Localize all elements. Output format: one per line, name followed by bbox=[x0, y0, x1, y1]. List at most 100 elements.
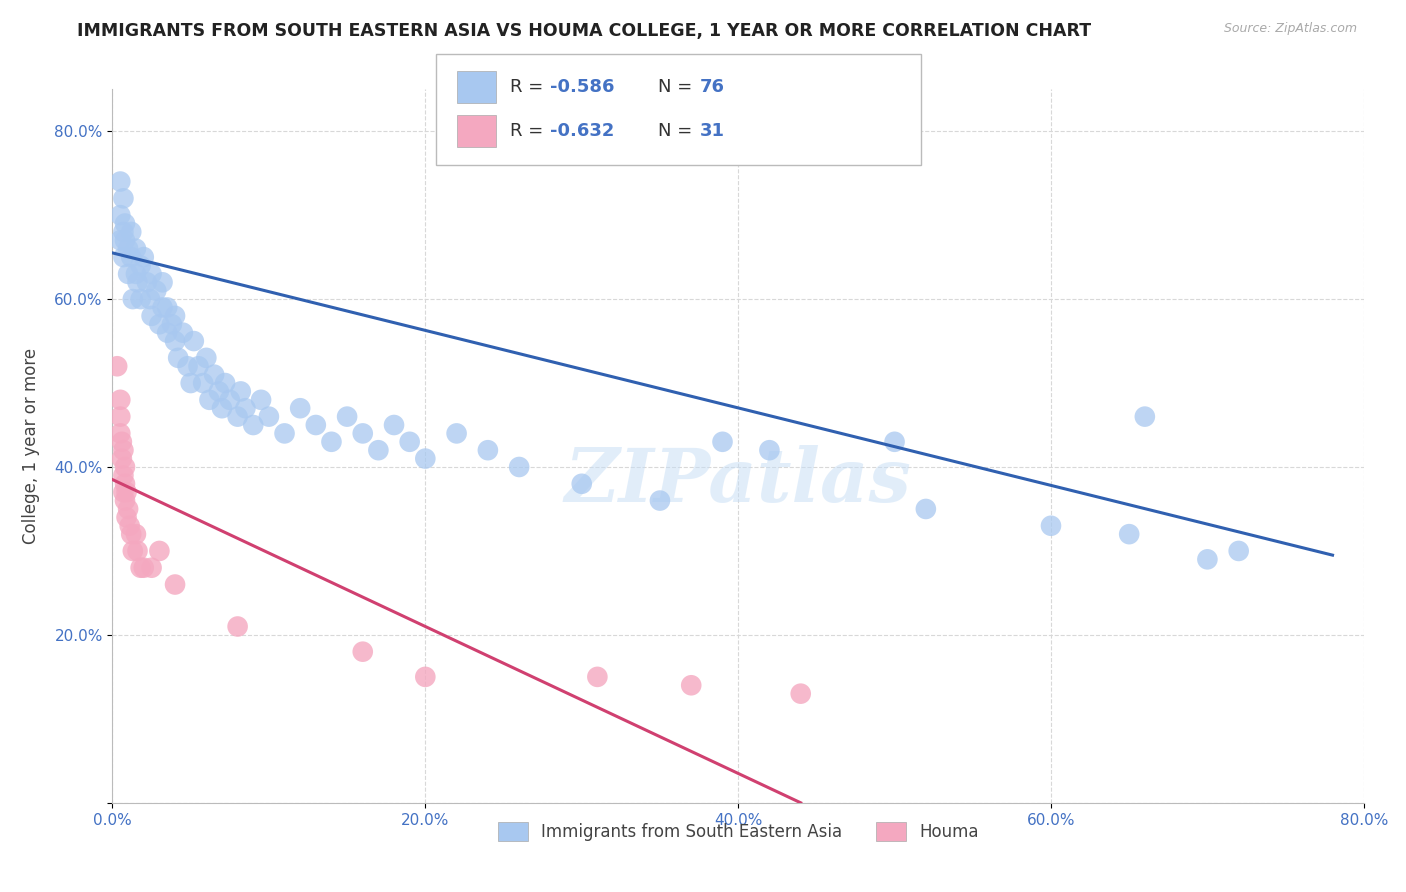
Point bbox=[110, 409, 132, 424]
Point bbox=[141, 560, 163, 574]
Point bbox=[110, 175, 132, 189]
Point bbox=[112, 443, 135, 458]
Point bbox=[163, 577, 186, 591]
Point bbox=[1227, 544, 1250, 558]
Point bbox=[235, 401, 257, 416]
Point bbox=[790, 687, 813, 701]
Point bbox=[321, 434, 343, 449]
Point bbox=[112, 468, 135, 483]
Point bbox=[160, 318, 183, 332]
Point bbox=[112, 225, 135, 239]
Point bbox=[195, 351, 218, 365]
Point bbox=[883, 434, 905, 449]
Point bbox=[110, 208, 132, 222]
Point bbox=[139, 292, 162, 306]
Point bbox=[120, 250, 142, 264]
Point bbox=[115, 485, 138, 500]
Point bbox=[193, 376, 215, 390]
Point bbox=[187, 359, 209, 374]
Point bbox=[110, 426, 132, 441]
Point bbox=[226, 409, 249, 424]
Text: ZIPatlas: ZIPatlas bbox=[565, 445, 911, 518]
Point bbox=[218, 392, 240, 407]
Point bbox=[211, 401, 233, 416]
Text: R =: R = bbox=[510, 122, 550, 140]
Point bbox=[111, 434, 134, 449]
Point bbox=[129, 560, 152, 574]
Point bbox=[121, 544, 143, 558]
Point bbox=[202, 368, 225, 382]
Point bbox=[114, 493, 136, 508]
Point bbox=[257, 409, 280, 424]
Point bbox=[172, 326, 194, 340]
Point bbox=[152, 301, 174, 315]
Point bbox=[117, 267, 139, 281]
Text: 76: 76 bbox=[700, 78, 725, 96]
Point bbox=[114, 217, 136, 231]
Point bbox=[141, 267, 163, 281]
Point bbox=[127, 544, 149, 558]
Point bbox=[367, 443, 389, 458]
Point bbox=[176, 359, 198, 374]
Point bbox=[148, 318, 170, 332]
Point bbox=[586, 670, 609, 684]
Point bbox=[125, 527, 148, 541]
Point bbox=[214, 376, 236, 390]
Point bbox=[127, 275, 149, 289]
Text: -0.586: -0.586 bbox=[550, 78, 614, 96]
Point bbox=[112, 485, 135, 500]
Point bbox=[156, 301, 179, 315]
Text: -0.632: -0.632 bbox=[550, 122, 614, 140]
Point bbox=[156, 326, 179, 340]
Point bbox=[1197, 552, 1219, 566]
Point bbox=[132, 250, 155, 264]
Point bbox=[105, 359, 128, 374]
Text: 31: 31 bbox=[700, 122, 725, 140]
Text: N =: N = bbox=[658, 122, 697, 140]
Point bbox=[163, 334, 186, 348]
Point bbox=[110, 392, 132, 407]
Point bbox=[198, 392, 221, 407]
Point bbox=[114, 476, 136, 491]
Point bbox=[250, 392, 273, 407]
Point bbox=[115, 510, 138, 524]
Point bbox=[125, 242, 148, 256]
Point bbox=[117, 502, 139, 516]
Point bbox=[758, 443, 780, 458]
Point bbox=[681, 678, 703, 692]
Point bbox=[114, 460, 136, 475]
Point bbox=[129, 292, 152, 306]
Legend: Immigrants from South Eastern Asia, Houma: Immigrants from South Eastern Asia, Houm… bbox=[491, 815, 986, 848]
Point bbox=[290, 401, 312, 416]
Point bbox=[477, 443, 499, 458]
Point bbox=[226, 619, 249, 633]
Point bbox=[112, 191, 135, 205]
Point bbox=[305, 417, 328, 432]
Point bbox=[1039, 518, 1063, 533]
Point bbox=[273, 426, 295, 441]
Point bbox=[129, 259, 152, 273]
Point bbox=[352, 645, 374, 659]
Point bbox=[120, 225, 142, 239]
Text: IMMIGRANTS FROM SOUTH EASTERN ASIA VS HOUMA COLLEGE, 1 YEAR OR MORE CORRELATION : IMMIGRANTS FROM SOUTH EASTERN ASIA VS HO… bbox=[77, 22, 1091, 40]
Point bbox=[508, 460, 530, 475]
Point bbox=[120, 527, 142, 541]
Point bbox=[1133, 409, 1156, 424]
Point bbox=[145, 284, 167, 298]
Point bbox=[163, 309, 186, 323]
Point bbox=[141, 309, 163, 323]
Point bbox=[135, 275, 157, 289]
Point bbox=[208, 384, 231, 399]
Y-axis label: College, 1 year or more: College, 1 year or more bbox=[22, 348, 41, 544]
Point bbox=[118, 518, 141, 533]
Point bbox=[382, 417, 405, 432]
Point bbox=[167, 351, 190, 365]
Point bbox=[711, 434, 734, 449]
Point bbox=[112, 250, 135, 264]
Point bbox=[114, 233, 136, 247]
Point bbox=[180, 376, 202, 390]
Text: R =: R = bbox=[510, 78, 550, 96]
Point bbox=[352, 426, 374, 441]
Point bbox=[446, 426, 468, 441]
Point bbox=[110, 233, 132, 247]
